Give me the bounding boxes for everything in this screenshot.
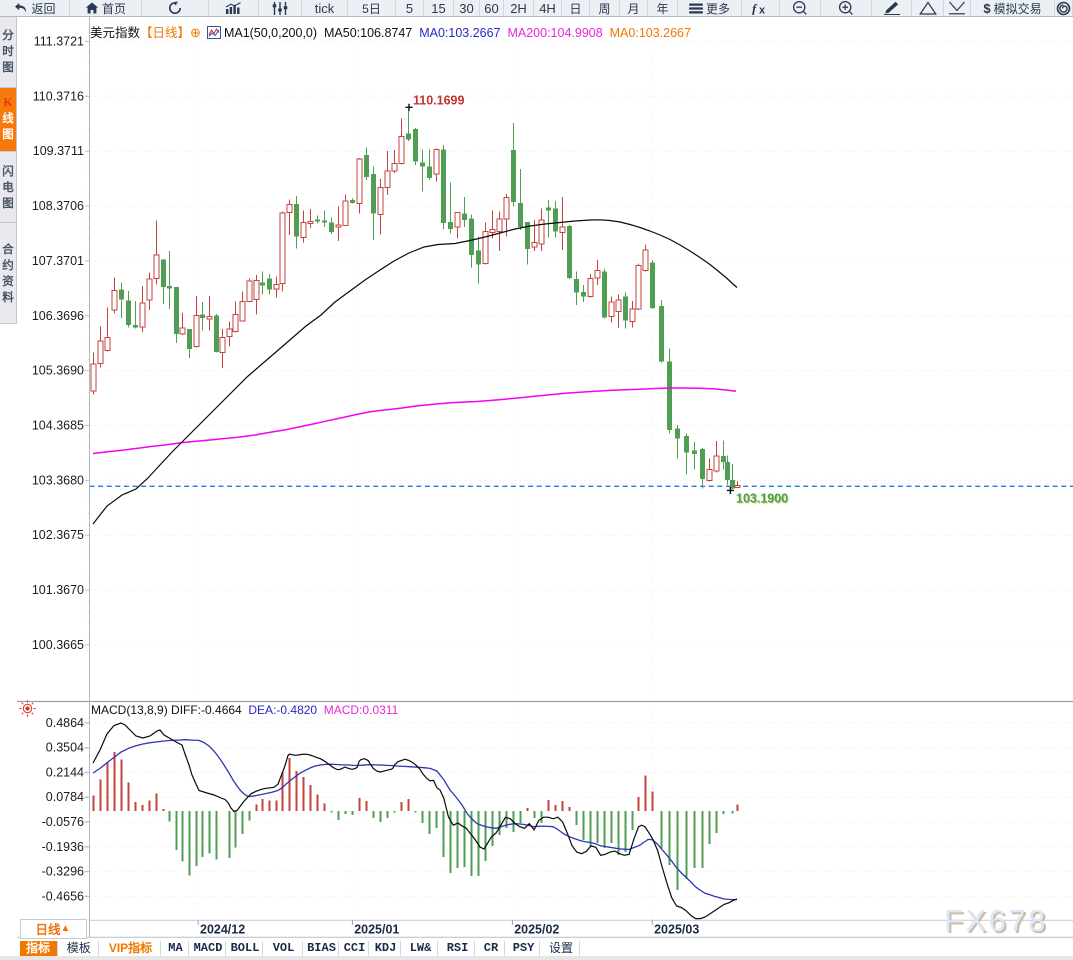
svg-text:108.3706: 108.3706 — [32, 199, 84, 213]
svg-text:0.0784: 0.0784 — [46, 790, 84, 804]
svg-text:105.3690: 105.3690 — [32, 364, 84, 378]
svg-text:2024/12: 2024/12 — [200, 923, 245, 937]
svg-text:104.3685: 104.3685 — [32, 418, 84, 432]
svg-text:106.3696: 106.3696 — [32, 309, 84, 323]
svg-text:0.2144: 0.2144 — [46, 766, 84, 780]
svg-text:100.3665: 100.3665 — [32, 638, 84, 652]
svg-text:-0.3296: -0.3296 — [42, 865, 84, 879]
svg-text:111.3721: 111.3721 — [34, 35, 84, 49]
svg-text:2025/01: 2025/01 — [354, 923, 399, 937]
svg-text:-0.4656: -0.4656 — [42, 889, 84, 903]
svg-text:f: f — [752, 2, 758, 15]
svg-text:x: x — [759, 4, 766, 15]
svg-text:0.4864: 0.4864 — [46, 716, 84, 730]
svg-text:MACD(13,8,9) DIFF:-0.4664 DEA: MACD(13,8,9) DIFF:-0.4664 DEA:-0.4820 MA… — [91, 703, 399, 717]
svg-text:2025/02: 2025/02 — [514, 923, 559, 937]
svg-text:0.3504: 0.3504 — [46, 741, 84, 755]
svg-text:103.1900: 103.1900 — [736, 492, 788, 506]
svg-text:2025/03: 2025/03 — [654, 923, 699, 937]
svg-text:101.3670: 101.3670 — [32, 583, 84, 597]
svg-text:110.3716: 110.3716 — [33, 89, 84, 103]
svg-text:-0.0576: -0.0576 — [42, 815, 84, 829]
svg-text:110.1699: 110.1699 — [413, 94, 464, 108]
svg-text:102.3675: 102.3675 — [32, 528, 84, 542]
svg-text:107.3701: 107.3701 — [32, 254, 84, 268]
svg-text:-0.1936: -0.1936 — [42, 840, 84, 854]
svg-text:103.3680: 103.3680 — [32, 473, 84, 487]
svg-text:109.3711: 109.3711 — [33, 144, 84, 158]
